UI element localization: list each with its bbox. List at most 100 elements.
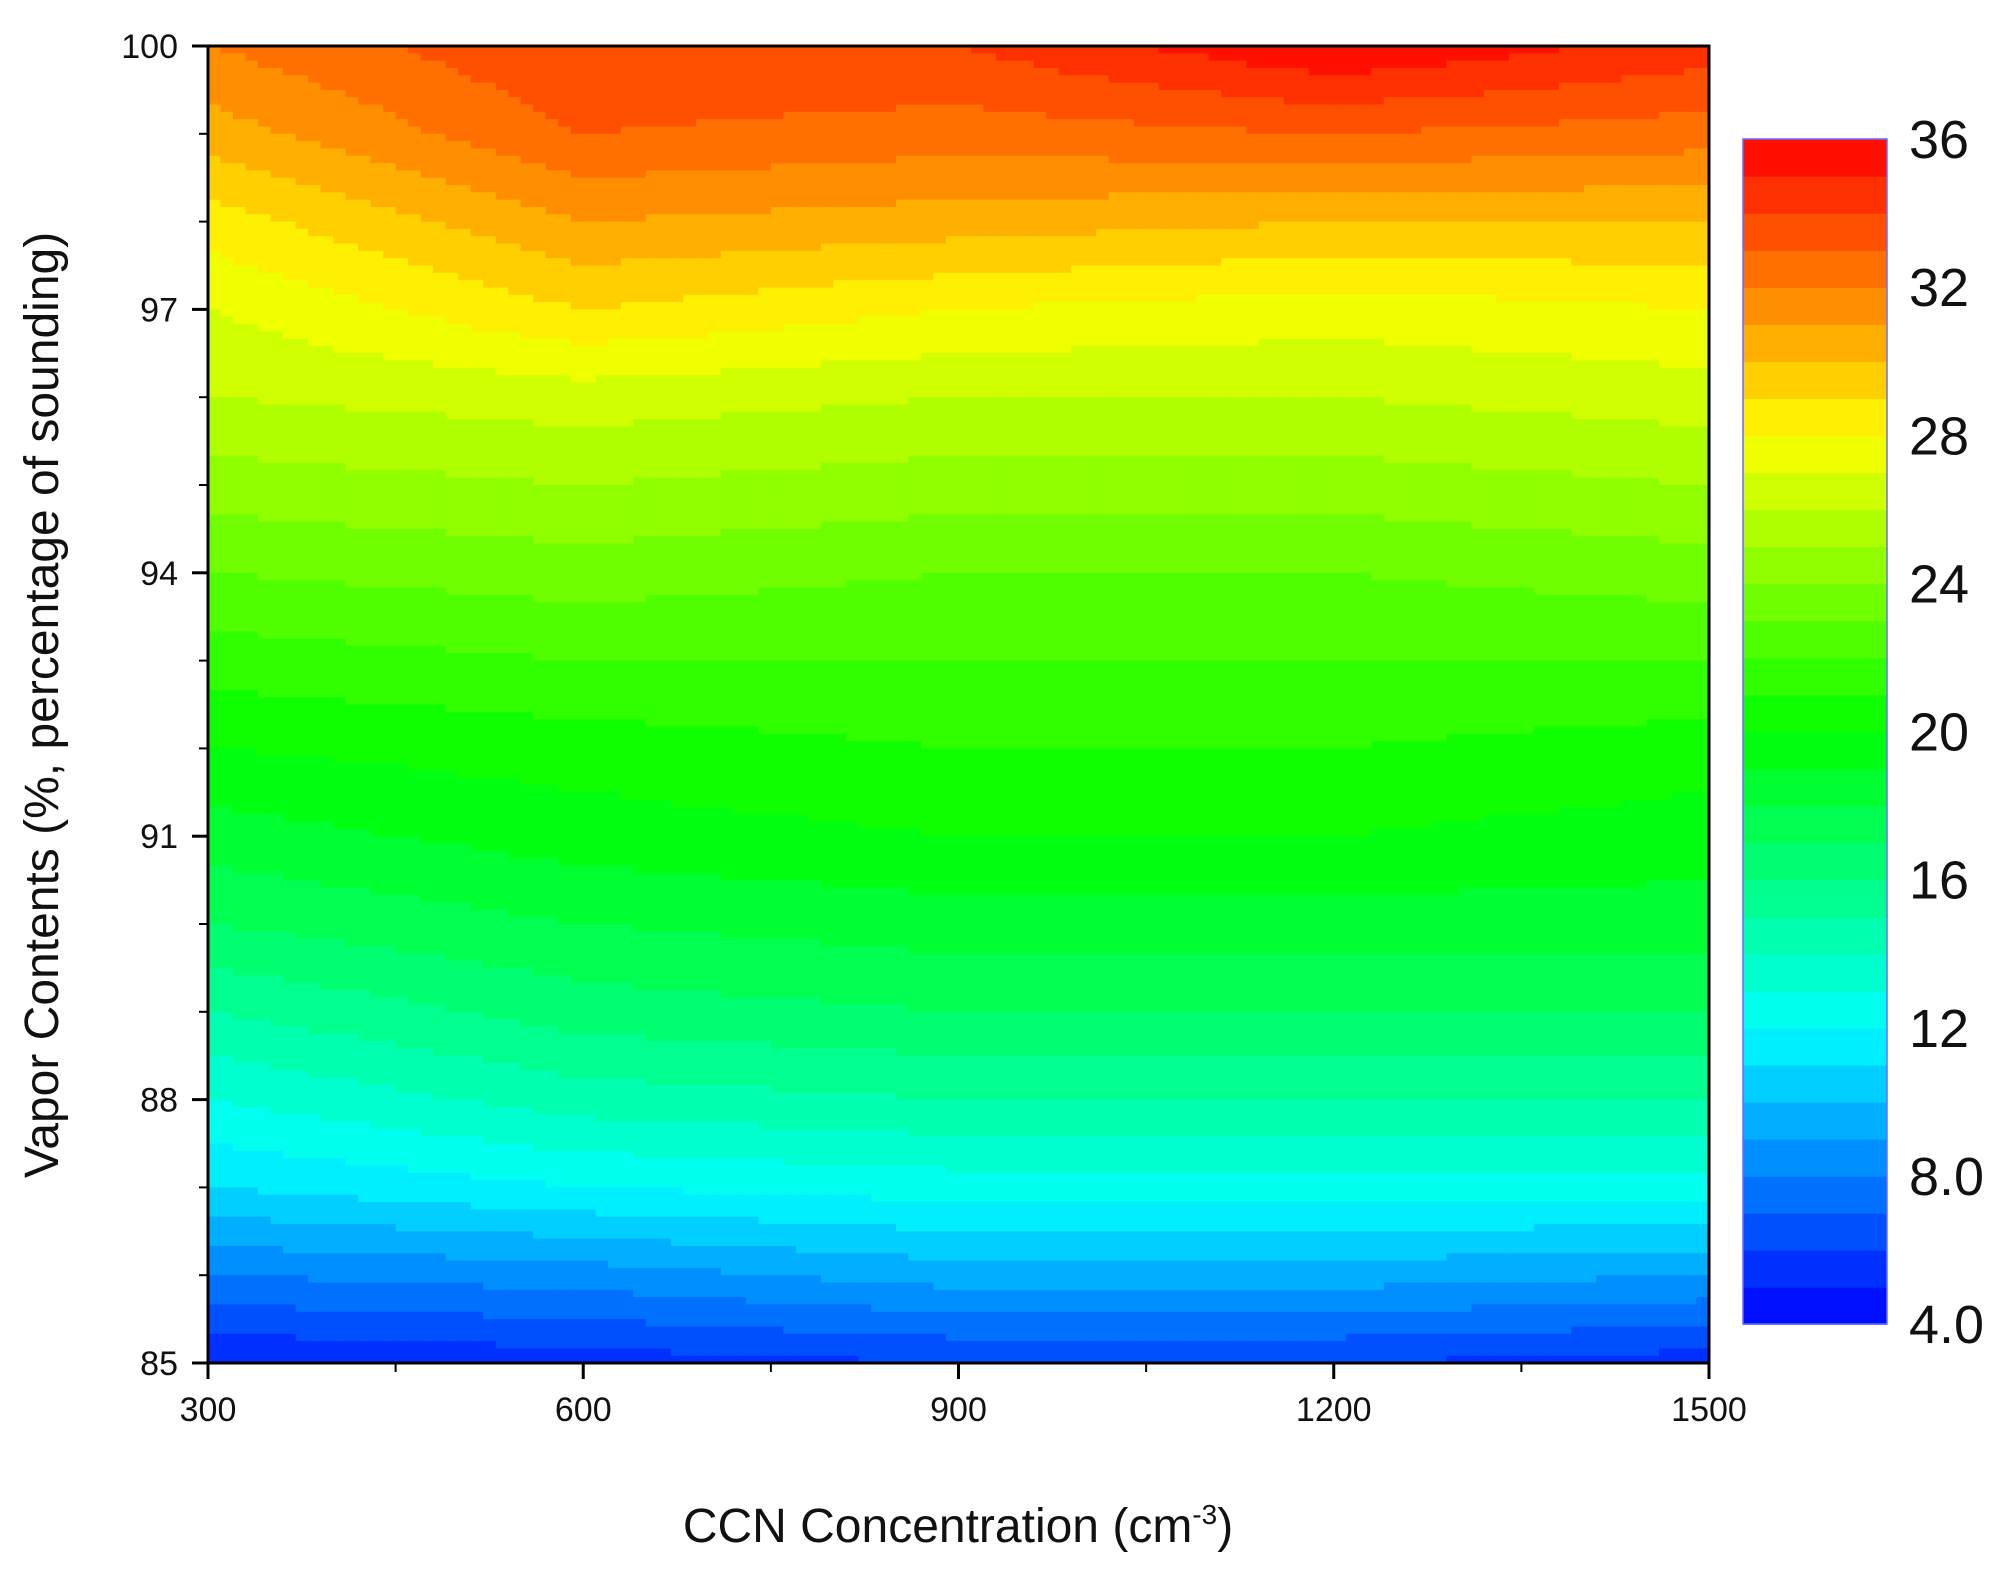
contour-cell <box>246 1246 259 1254</box>
contour-cell <box>483 983 496 991</box>
contour-cell <box>271 675 284 683</box>
contour-cell <box>433 653 446 661</box>
contour-cell <box>458 1100 471 1108</box>
contour-cell <box>321 887 334 895</box>
contour-cell <box>208 170 221 178</box>
contour-cell <box>333 836 346 844</box>
contour-cell <box>258 251 271 259</box>
contour-cell <box>258 1048 271 1056</box>
contour-cell <box>246 361 259 369</box>
contour-cell <box>296 975 309 983</box>
contour-cell <box>308 558 321 566</box>
contour-cell <box>433 880 446 888</box>
contour-cell <box>483 734 496 742</box>
contour-cell <box>333 1092 346 1100</box>
contour-cell <box>258 339 271 347</box>
contour-cell <box>221 148 234 156</box>
contour-cell <box>371 1275 384 1283</box>
contour-cell <box>546 441 559 449</box>
contour-cell <box>308 748 321 756</box>
contour-cell <box>233 1312 246 1320</box>
contour-cell <box>508 1268 521 1276</box>
contour-cell <box>471 983 484 991</box>
contour-cell <box>496 1283 509 1291</box>
contour-cell <box>496 1158 509 1166</box>
contour-cell <box>333 785 346 793</box>
contour-cell <box>433 683 446 691</box>
contour-cell <box>433 200 446 208</box>
contour-cell <box>471 309 484 317</box>
contour-cell <box>308 412 321 420</box>
contour-cell <box>371 1261 384 1269</box>
contour-cell <box>421 756 434 764</box>
contour-cell <box>358 836 371 844</box>
contour-cell <box>458 1107 471 1115</box>
contour-cell <box>421 565 434 573</box>
contour-cell <box>446 807 459 815</box>
contour-cell <box>333 1173 346 1181</box>
contour-cell <box>321 726 334 734</box>
contour-cell <box>396 75 409 83</box>
contour-cell <box>258 500 271 508</box>
contour-cell <box>433 485 446 493</box>
contour-cell <box>421 697 434 705</box>
contour-cell <box>208 75 221 83</box>
contour-cell <box>408 258 421 266</box>
contour-cell <box>308 602 321 610</box>
contour-cell <box>408 668 421 676</box>
contour-cell <box>483 726 496 734</box>
contour-cell <box>296 931 309 939</box>
contour-cell <box>383 587 396 595</box>
contour-cell <box>508 280 521 288</box>
contour-cell <box>221 624 234 632</box>
contour-cell <box>271 1026 284 1034</box>
contour-cell <box>446 1070 459 1078</box>
contour-cell <box>396 573 409 581</box>
contour-cell <box>221 1217 234 1225</box>
contour-cell <box>408 126 421 134</box>
contour-cell <box>371 829 384 837</box>
contour-cell <box>521 192 534 200</box>
contour-cell <box>408 836 421 844</box>
contour-cell <box>508 1224 521 1232</box>
contour-cell <box>471 975 484 983</box>
contour-cell <box>496 895 509 903</box>
contour-cell <box>333 1085 346 1093</box>
contour-cell <box>546 895 559 903</box>
contour-cell <box>271 734 284 742</box>
contour-cell <box>546 887 559 895</box>
contour-cell <box>296 383 309 391</box>
contour-cell <box>321 748 334 756</box>
contour-cell <box>383 697 396 705</box>
contour-cell <box>483 456 496 464</box>
contour-cell <box>483 836 496 844</box>
contour-cell <box>258 529 271 537</box>
contour-cell <box>496 946 509 954</box>
contour-cell <box>496 339 509 347</box>
contour-cell <box>221 339 234 347</box>
contour-cell <box>408 895 421 903</box>
contour-cell <box>246 90 259 98</box>
contour-cell <box>333 53 346 61</box>
contour-cell <box>283 770 296 778</box>
contour-cell <box>296 119 309 127</box>
contour-cell <box>521 390 534 398</box>
contour-cell <box>258 639 271 647</box>
contour-cell <box>383 192 396 200</box>
contour-cell <box>346 200 359 208</box>
contour-cell <box>321 1070 334 1078</box>
contour-cell <box>271 1085 284 1093</box>
contour-cell <box>533 507 546 515</box>
contour-cell <box>433 785 446 793</box>
contour-cell <box>483 895 496 903</box>
contour-cell <box>508 792 521 800</box>
contour-cell <box>233 748 246 756</box>
contour-cell <box>258 595 271 603</box>
contour-cell <box>208 1268 221 1276</box>
contour-cell <box>408 902 421 910</box>
contour-cell <box>346 134 359 142</box>
contour-cell <box>408 405 421 413</box>
contour-cell <box>483 807 496 815</box>
contour-cell <box>433 207 446 215</box>
contour-cell <box>533 829 546 837</box>
